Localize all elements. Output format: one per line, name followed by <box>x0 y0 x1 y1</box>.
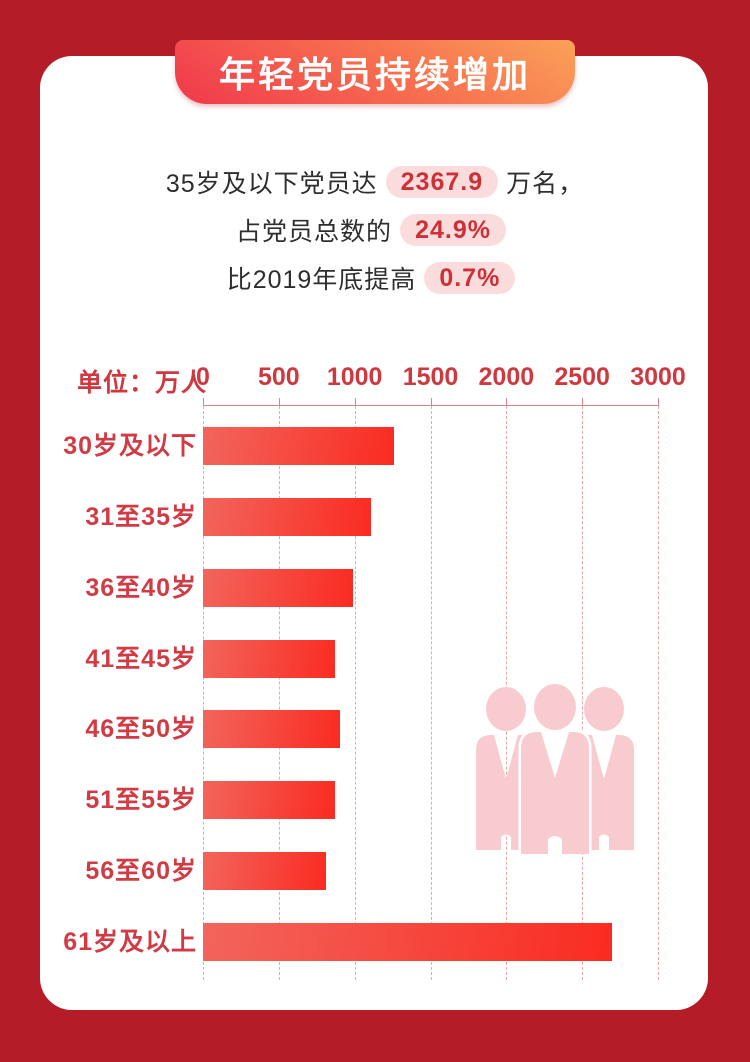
stats-block: 35岁及以下党员达 2367.9 万名， 占党员总数的 24.9% 比2019年… <box>0 158 750 302</box>
bar <box>203 922 613 961</box>
stat-1-suffix: 万名， <box>506 170 585 198</box>
x-axis-tick-label: 1500 <box>402 363 459 391</box>
bar <box>203 852 326 891</box>
bar <box>203 568 354 607</box>
category-label: 30岁及以下 <box>63 432 197 460</box>
x-axis-tick <box>506 398 508 406</box>
title-banner: 年轻党员持续增加 <box>175 40 575 104</box>
category-label: 36至40岁 <box>85 573 197 602</box>
gridline <box>582 406 584 980</box>
x-axis-tick-label: 2500 <box>554 363 610 391</box>
stat-3-value-badge: 0.7% <box>424 262 516 294</box>
stat-1-prefix: 35岁及以下党员达 <box>165 170 378 198</box>
x-axis-tick <box>354 398 356 406</box>
x-axis-tick-label: 3000 <box>630 363 686 391</box>
bar <box>203 497 372 536</box>
x-axis-tick-label: 0 <box>196 363 210 391</box>
category-label: 46至50岁 <box>85 715 197 744</box>
x-axis-tick-label: 2000 <box>478 363 535 391</box>
gridline <box>658 406 659 980</box>
gridline <box>354 406 356 980</box>
stat-1-value-badge: 2367.9 <box>385 166 499 198</box>
category-label: 31至35岁 <box>85 502 197 531</box>
x-axis-tick-label: 1000 <box>326 363 383 391</box>
people-group-icon <box>476 684 634 854</box>
bar <box>203 781 336 820</box>
stat-line-3: 比2019年底提高 0.7% <box>0 254 750 302</box>
x-axis-tick <box>658 398 659 406</box>
x-axis-tick <box>203 398 204 406</box>
axis-unit-label: 单位：万人 <box>77 369 208 397</box>
gridline <box>278 406 280 980</box>
x-axis-tick-label: 500 <box>257 363 300 391</box>
x-axis-tick <box>582 398 584 406</box>
bar <box>203 427 394 465</box>
category-label: 51至55岁 <box>85 786 197 815</box>
page-title: 年轻党员持续增加 <box>218 54 531 95</box>
x-axis-tick <box>430 398 432 406</box>
gridline <box>430 406 432 980</box>
x-axis-tick <box>278 398 280 406</box>
stat-line-2: 占党员总数的 24.9% <box>0 206 750 254</box>
bar <box>203 710 341 749</box>
stat-3-prefix: 比2019年底提高 <box>226 266 417 294</box>
card <box>40 56 708 1010</box>
stat-2-value-badge: 24.9% <box>400 214 506 246</box>
category-label: 41至45岁 <box>85 644 197 673</box>
bar <box>203 639 336 678</box>
stat-line-1: 35岁及以下党员达 2367.9 万名， <box>0 158 750 206</box>
gridline <box>203 406 204 980</box>
category-label: 61岁及以上 <box>63 927 197 956</box>
category-label: 56至60岁 <box>85 857 197 886</box>
stat-2-prefix: 占党员总数的 <box>236 218 393 246</box>
